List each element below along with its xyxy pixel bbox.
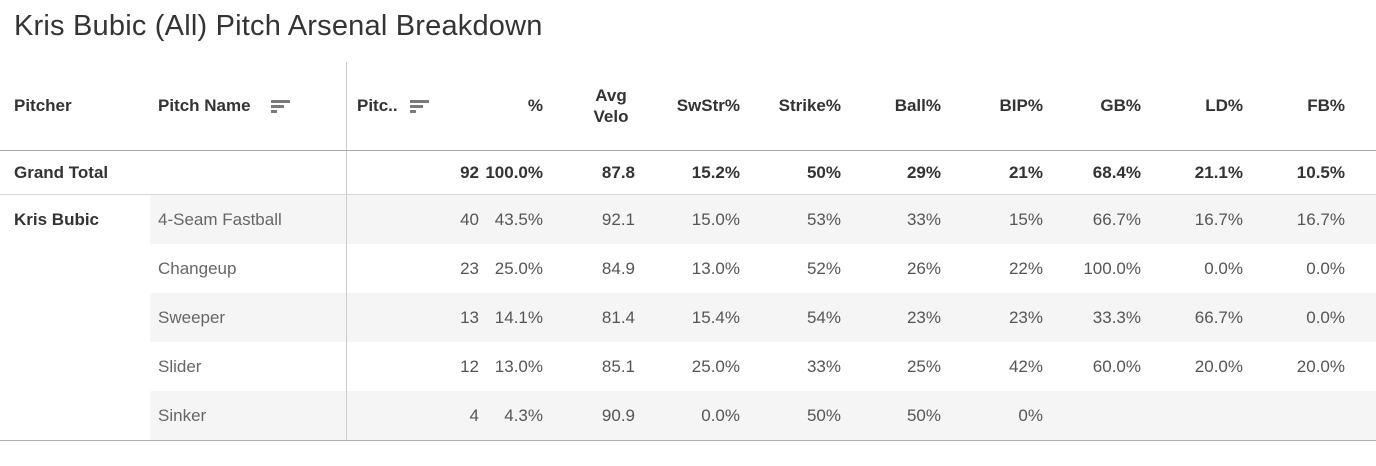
pitcher-spacer — [0, 342, 150, 391]
col-header-pitch-name[interactable]: Pitch Name — [150, 62, 346, 150]
col-header-pitches-label: Pitc.. — [357, 96, 398, 115]
cell-gb[interactable]: 60.0% — [1092, 356, 1141, 376]
grand-total-pitch-spacer — [150, 151, 346, 194]
cell-strike[interactable]: 33% — [806, 356, 841, 376]
cell-pitches[interactable]: 13 — [346, 293, 485, 342]
cell-bip[interactable]: 23% — [947, 293, 1049, 342]
table-row: Sweeper 13 14.1% 81.4 15.4% 54% 23% 23% … — [0, 293, 1376, 342]
cell-ball[interactable]: 33% — [847, 195, 947, 244]
cell-fb[interactable]: 0.0% — [1249, 293, 1376, 342]
cell-swstr[interactable]: 15.4% — [641, 293, 746, 342]
grand-total-gb[interactable]: 68.4% — [1092, 162, 1141, 182]
cell-pitches[interactable]: 40 — [346, 195, 485, 244]
pitch-arsenal-table: Pitcher Pitch Name Pitc.. % Avg Velo SwS… — [0, 62, 1376, 441]
cell-gb[interactable]: 100.0% — [1083, 258, 1141, 278]
cell-bip[interactable]: 22% — [1008, 258, 1043, 278]
grand-total-fb[interactable]: 10.5% — [1296, 162, 1345, 182]
pitch-name[interactable]: Slider — [158, 356, 202, 376]
grand-total-ld[interactable]: 21.1% — [1194, 162, 1243, 182]
cell-ball[interactable]: 25% — [906, 356, 941, 376]
col-header-pitch-name-label: Pitch Name — [158, 96, 251, 115]
pitch-name[interactable]: 4-Seam Fastball — [150, 195, 346, 244]
cell-ld[interactable]: 16.7% — [1147, 195, 1249, 244]
cell-ball[interactable]: 23% — [847, 293, 947, 342]
cell-gb[interactable]: 66.7% — [1049, 195, 1147, 244]
cell-bip[interactable]: 42% — [1008, 356, 1043, 376]
grand-total-label[interactable]: Grand Total — [14, 162, 109, 182]
cell-pct[interactable]: 14.1% — [485, 293, 549, 342]
cell-avg-velo[interactable]: 90.9 — [549, 391, 641, 440]
cell-ball[interactable]: 26% — [906, 258, 941, 278]
cell-strike[interactable]: 50% — [746, 391, 847, 440]
col-header-pitcher-label: Pitcher — [14, 96, 72, 115]
cell-ld[interactable]: 20.0% — [1194, 356, 1243, 376]
cell-avg-velo[interactable]: 92.1 — [549, 195, 641, 244]
cell-pct[interactable]: 25.0% — [494, 258, 543, 278]
pitch-name[interactable]: Sweeper — [150, 293, 346, 342]
grand-total-pct[interactable]: 100.0% — [485, 162, 543, 182]
cell-fb[interactable]: 20.0% — [1296, 356, 1345, 376]
cell-fb[interactable]: 16.7% — [1249, 195, 1376, 244]
cell-ld[interactable] — [1147, 391, 1249, 440]
col-header-pitches[interactable]: Pitc.. — [346, 62, 485, 150]
grand-total-avg-velo[interactable]: 87.8 — [601, 162, 635, 182]
cell-ld[interactable]: 66.7% — [1147, 293, 1249, 342]
pitcher-spacer — [0, 391, 150, 440]
col-header-bip[interactable]: BIP% — [999, 96, 1043, 115]
cell-swstr[interactable]: 25.0% — [691, 356, 740, 376]
cell-strike[interactable]: 54% — [746, 293, 847, 342]
cell-swstr[interactable]: 0.0% — [641, 391, 746, 440]
pitch-name[interactable]: Sinker — [150, 391, 346, 440]
col-header-fb[interactable]: FB% — [1307, 96, 1345, 115]
cell-fb[interactable]: 0.0% — [1306, 258, 1345, 278]
col-header-ball[interactable]: Ball% — [894, 96, 941, 115]
cell-bip[interactable]: 0% — [947, 391, 1049, 440]
page-title: Kris Bubic (All) Pitch Arsenal Breakdown — [14, 10, 543, 42]
cell-pct[interactable]: 43.5% — [485, 195, 549, 244]
cell-pct[interactable]: 4.3% — [485, 391, 549, 440]
grand-total-row: Grand Total 92 100.0% 87.8 15.2% 50% 29%… — [0, 151, 1376, 195]
cell-gb[interactable] — [1049, 391, 1147, 440]
col-header-avg-velo[interactable]: Avg Velo — [593, 85, 629, 126]
col-header-pitcher[interactable]: Pitcher — [0, 62, 150, 150]
col-header-ld[interactable]: LD% — [1205, 96, 1243, 115]
table-row: Slider 12 13.0% 85.1 25.0% 33% 25% 42% 6… — [0, 342, 1376, 391]
grand-total-pitches[interactable]: 92 — [346, 151, 485, 194]
cell-strike[interactable]: 52% — [806, 258, 841, 278]
cell-pitches[interactable]: 23 — [346, 244, 485, 293]
cell-swstr[interactable]: 13.0% — [691, 258, 740, 278]
grand-total-ball[interactable]: 29% — [906, 162, 941, 182]
cell-pitches[interactable]: 12 — [346, 342, 485, 391]
col-header-pct[interactable]: % — [527, 96, 543, 115]
cell-swstr[interactable]: 15.0% — [641, 195, 746, 244]
grand-total-bip[interactable]: 21% — [1008, 162, 1043, 182]
cell-avg-velo[interactable]: 85.1 — [601, 356, 635, 376]
pitcher-spacer — [0, 244, 150, 293]
cell-pct[interactable]: 13.0% — [494, 356, 543, 376]
pitcher-spacer — [0, 293, 150, 342]
cell-bip[interactable]: 15% — [947, 195, 1049, 244]
cell-avg-velo[interactable]: 84.9 — [601, 258, 635, 278]
cell-avg-velo[interactable]: 81.4 — [549, 293, 641, 342]
col-header-strike[interactable]: Strike% — [778, 96, 841, 115]
sort-descending-icon[interactable] — [409, 99, 429, 113]
pitcher-name[interactable]: Kris Bubic — [14, 209, 100, 229]
cell-gb[interactable]: 33.3% — [1049, 293, 1147, 342]
col-header-swstr[interactable]: SwStr% — [676, 96, 740, 115]
cell-ld[interactable]: 0.0% — [1204, 258, 1243, 278]
table-row: Kris Bubic 4-Seam Fastball 40 43.5% 92.1… — [0, 195, 1376, 244]
cell-strike[interactable]: 53% — [746, 195, 847, 244]
col-header-gb[interactable]: GB% — [1100, 96, 1141, 115]
table-row: Sinker 4 4.3% 90.9 0.0% 50% 50% 0% — [0, 391, 1376, 440]
pitch-name[interactable]: Changeup — [158, 258, 237, 278]
table-header-row: Pitcher Pitch Name Pitc.. % Avg Velo SwS… — [0, 62, 1376, 151]
grand-total-strike[interactable]: 50% — [806, 162, 841, 182]
sort-descending-icon[interactable] — [270, 99, 290, 113]
cell-fb[interactable] — [1249, 391, 1376, 440]
grand-total-swstr[interactable]: 15.2% — [691, 162, 740, 182]
table-row: Changeup 23 25.0% 84.9 13.0% 52% 26% 22%… — [0, 244, 1376, 293]
cell-ball[interactable]: 50% — [847, 391, 947, 440]
cell-pitches[interactable]: 4 — [346, 391, 485, 440]
